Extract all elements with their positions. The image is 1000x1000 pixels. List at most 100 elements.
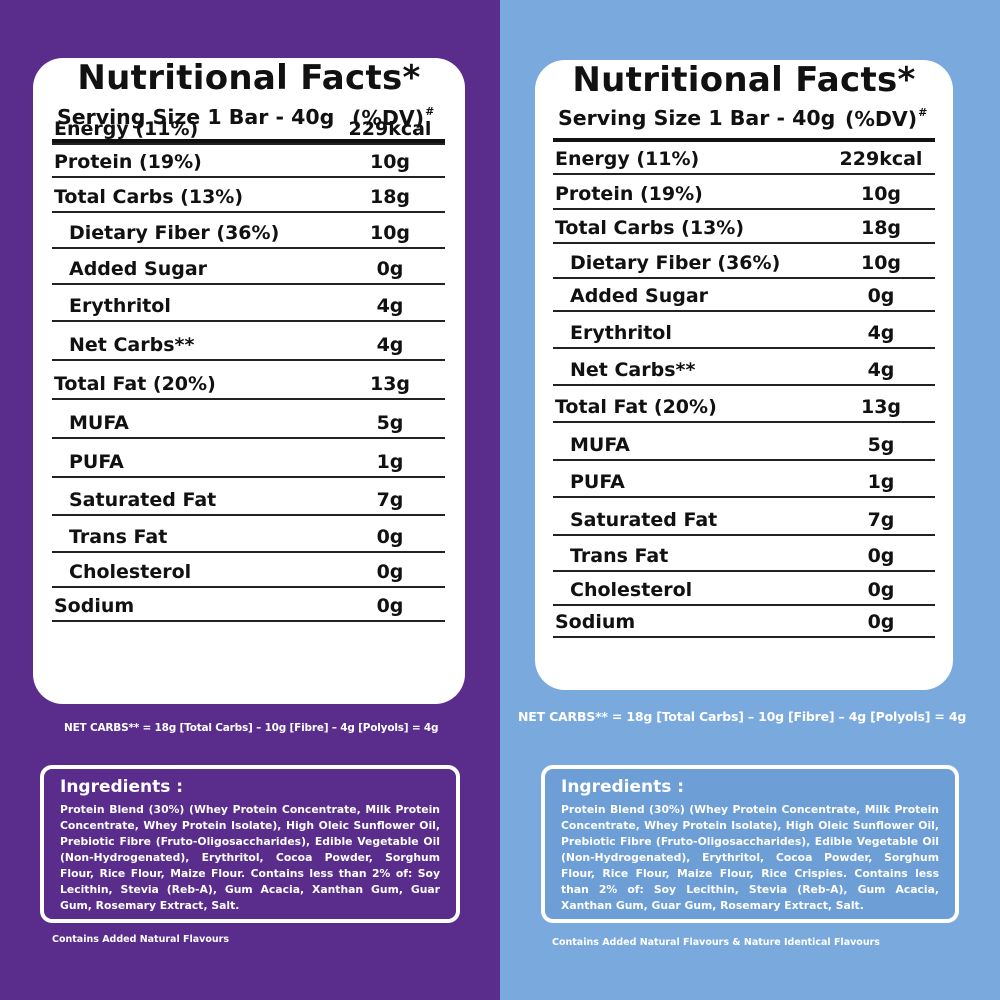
nutrient-value: 0g [376, 526, 404, 548]
nutrient-row: Dietary Fiber (36%) 10g [52, 213, 445, 249]
nutrient-label: Energy (11%) [54, 118, 199, 140]
nutrient-label: Erythritol [570, 322, 672, 344]
nutrient-row: Saturated Fat 7g [52, 478, 445, 516]
nutrient-label: Protein (19%) [555, 183, 703, 205]
nutrient-value: 0g [867, 579, 895, 601]
nutrient-label: Dietary Fiber (36%) [570, 252, 781, 274]
nutrient-value: 7g [376, 489, 404, 511]
nutrient-value: 0g [867, 545, 895, 567]
nutrition-card-right: Nutritional Facts* Serving Size 1 Bar - … [535, 60, 953, 690]
nutrient-label: MUFA [69, 412, 129, 434]
nutrient-row: Sodium 0g [52, 588, 445, 622]
nutrient-label: Total Carbs (13%) [555, 217, 745, 239]
nutrient-value: 10g [860, 183, 902, 205]
flavours-note-right: Contains Added Natural Flavours & Nature… [552, 937, 880, 948]
nutrient-value: 10g [860, 252, 902, 274]
nutrient-row: MUFA 5g [553, 423, 935, 461]
nutrient-row: Saturated Fat 7g [553, 498, 935, 536]
daily-value-header: (%DV)# [845, 106, 928, 131]
nutrient-row: Sodium 0g [553, 606, 935, 638]
nutrient-label: Cholesterol [570, 579, 693, 601]
nutrient-value: 0g [376, 258, 404, 280]
serving-size: Serving Size 1 Bar - 40g [57, 105, 335, 129]
serving-size: Serving Size 1 Bar - 40g [558, 106, 836, 130]
net-carbs-note-right: NET CARBS** = 18g [Total Carbs] – 10g [F… [518, 709, 967, 724]
nutrient-label: Trans Fat [570, 545, 669, 567]
nutrient-row: Total Carbs (13%) 18g [52, 178, 445, 213]
ingredients-text: Protein Blend (30%) (Whey Protein Concen… [561, 803, 939, 912]
nutrient-label: Net Carbs** [69, 334, 195, 356]
nutrient-row: Added Sugar 0g [553, 279, 935, 312]
nutrient-row: Total Fat (20%) 13g [52, 361, 445, 400]
ingredients-title: Ingredients : [561, 777, 685, 797]
nutrient-label: PUFA [570, 471, 625, 493]
header-rule [553, 138, 935, 142]
nutrient-label: Total Carbs (13%) [54, 186, 244, 208]
nutrient-value: 4g [376, 334, 404, 356]
nutrient-value: 0g [867, 611, 895, 633]
nutrient-value: 1g [867, 471, 895, 493]
nutrient-row: Erythritol 4g [553, 312, 935, 349]
nutrient-label: Dietary Fiber (36%) [69, 222, 280, 244]
nutrient-value: 0g [867, 285, 895, 307]
ingredients-box-right: Ingredients : Protein Blend (30%) (Whey … [541, 765, 959, 923]
nutrient-row: Protein (19%) 10g [52, 143, 445, 178]
nutrient-row: Total Fat (20%) 13g [553, 386, 935, 423]
nutrient-value: 229kcal [348, 118, 432, 140]
nutrient-row: Total Carbs (13%) 18g [553, 210, 935, 244]
nutrition-title: Nutritional Facts* [572, 60, 916, 100]
nutrient-label: Protein (19%) [54, 151, 202, 173]
nutrient-row: Trans Fat 0g [52, 516, 445, 553]
nutrient-label: Cholesterol [69, 561, 192, 583]
nutrient-value: 18g [860, 217, 902, 239]
nutrient-value: 4g [867, 322, 895, 344]
nutrient-label: Added Sugar [570, 285, 709, 307]
nutrient-value: 10g [369, 151, 411, 173]
ingredients-title: Ingredients : [60, 777, 184, 797]
nutrient-row: PUFA 1g [553, 461, 935, 498]
nutrient-value: 13g [860, 396, 902, 418]
header-rule [52, 139, 445, 143]
nutrient-label: Erythritol [69, 295, 171, 317]
nutrient-row: MUFA 5g [52, 400, 445, 439]
nutrient-row: Dietary Fiber (36%) 10g [553, 244, 935, 279]
nutrient-label: PUFA [69, 451, 124, 473]
nutrient-value: 0g [376, 561, 404, 583]
net-carbs-note-left: NET CARBS** = 18g [Total Carbs] – 10g [F… [64, 722, 439, 734]
nutrient-label: Net Carbs** [570, 359, 696, 381]
ingredients-box-left: Ingredients : Protein Blend (30%) (Whey … [40, 765, 460, 923]
nutrient-row: Energy (11%) 229kcal [553, 142, 935, 175]
nutrient-row: Erythritol 4g [52, 285, 445, 322]
nutrient-value: 5g [867, 434, 895, 456]
nutrient-label: Saturated Fat [570, 509, 718, 531]
nutrient-row: Cholesterol 0g [553, 572, 935, 606]
nutrient-row: Net Carbs** 4g [553, 349, 935, 386]
nutrient-row: PUFA 1g [52, 439, 445, 478]
nutrient-label: Sodium [555, 611, 636, 633]
ingredients-text: Protein Blend (30%) (Whey Protein Concen… [60, 803, 440, 912]
nutrient-value: 229kcal [839, 148, 923, 170]
nutrient-label: Total Fat (20%) [54, 373, 216, 395]
nutrient-value: 4g [376, 295, 404, 317]
nutrient-label: Sodium [54, 595, 135, 617]
nutrient-label: Energy (11%) [555, 148, 700, 170]
daily-value-header: (%DV)# [352, 105, 435, 130]
nutrient-row: Cholesterol 0g [52, 553, 445, 588]
nutrient-label: MUFA [570, 434, 630, 456]
nutrient-label: Total Fat (20%) [555, 396, 717, 418]
nutrient-row: Trans Fat 0g [553, 536, 935, 572]
nutrient-row: Protein (19%) 10g [553, 175, 935, 210]
nutrient-value: 1g [376, 451, 404, 473]
nutrient-value: 13g [369, 373, 411, 395]
nutrient-value: 10g [369, 222, 411, 244]
nutrient-row: Energy (11%) 229kcal [52, 118, 445, 145]
nutrient-value: 4g [867, 359, 895, 381]
nutrition-card-left: Nutritional Facts* Serving Size 1 Bar - … [33, 58, 465, 704]
nutrient-row: Added Sugar 0g [52, 249, 445, 285]
nutrient-value: 7g [867, 509, 895, 531]
nutrient-label: Saturated Fat [69, 489, 217, 511]
nutrition-title: Nutritional Facts* [77, 58, 421, 98]
nutrient-value: 0g [376, 595, 404, 617]
nutrient-value: 5g [376, 412, 404, 434]
nutrient-value: 18g [369, 186, 411, 208]
